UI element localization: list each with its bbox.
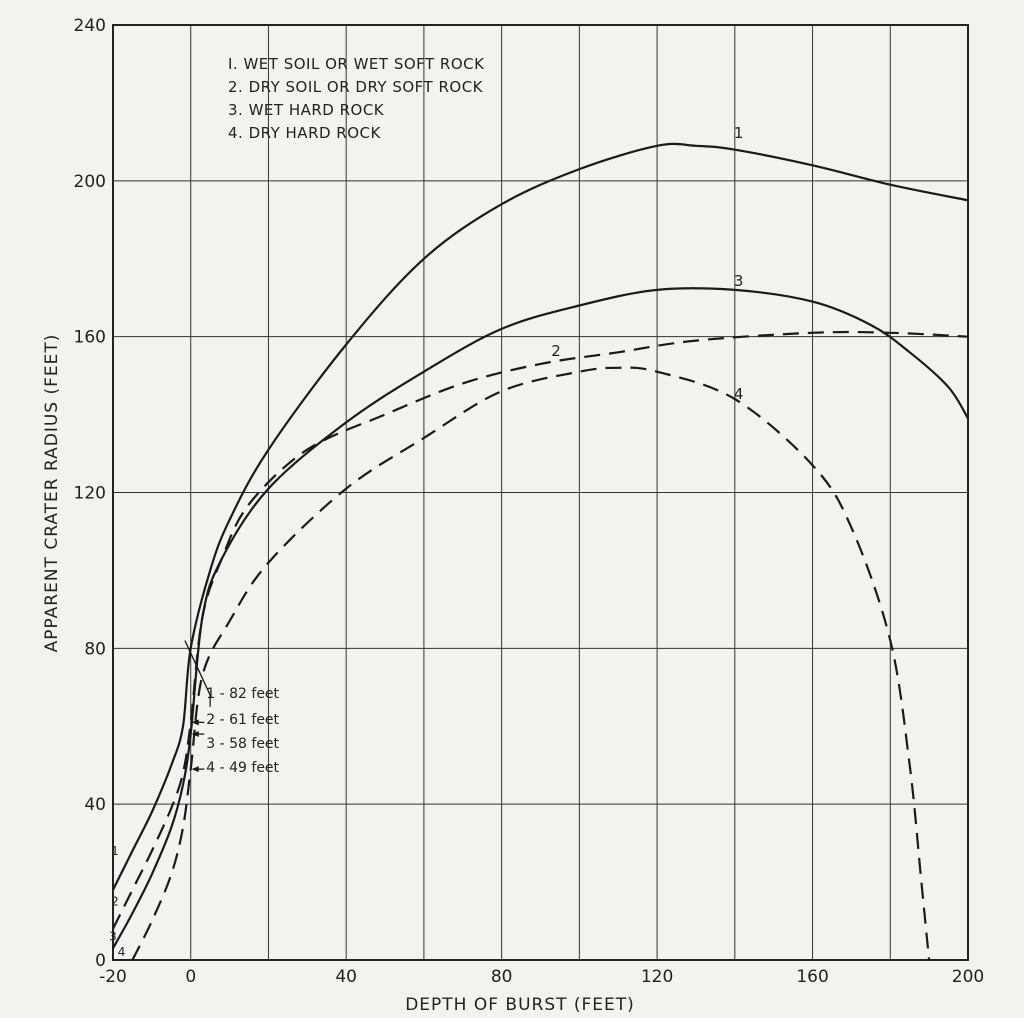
curve-label-3: 3 [734,272,744,290]
x-tick-label: -20 [99,967,127,987]
leader-1 [184,640,211,696]
x-tick-label: 40 [335,967,357,987]
x-tick-label: 80 [491,967,513,987]
grid [113,25,968,960]
legend-entry: 2. DRY SOIL OR DRY SOFT ROCK [228,78,484,96]
y-tick-label: 40 [84,795,106,815]
arrow-head-3 [191,731,199,738]
x-tick-label: 160 [796,967,828,987]
annotation-3: 3 - 58 feet [206,736,279,752]
y-tick-label: 80 [84,639,106,659]
arrow-head-4 [191,766,199,773]
curve-label-4: 4 [734,385,744,403]
x-axis-title: DEPTH OF BURST (FEET) [405,995,635,1015]
curve-start-label-2: 2 [111,894,119,908]
x-tick-label: 0 [185,967,196,987]
legend-entry: 4. DRY HARD ROCK [228,124,382,142]
y-tick-label: 160 [74,328,106,348]
curve-start-label-3: 3 [109,930,117,944]
legend-entry: I. WET SOIL OR WET SOFT ROCK [228,55,485,73]
curve-start-label-4: 4 [118,945,126,959]
arrow-head-2 [191,719,199,726]
legend: I. WET SOIL OR WET SOFT ROCK 2. DRY SOIL … [228,55,485,142]
legend-entry: 3. WET HARD ROCK [228,101,385,119]
curve-3 [112,287,969,949]
y-tick-label: 240 [74,16,106,36]
y-axis-title: APPARENT CRATER RADIUS (FEET) [42,334,62,653]
curve-2 [112,330,969,930]
annotation-4: 4 - 49 feet [206,760,279,776]
annotations: 1 - 82 feet 2 - 61 feet 3 - 58 feet 4 - 49 … [184,640,280,776]
curve-start-label-1: 1 [111,844,119,858]
y-tick-label: 200 [74,172,106,192]
curve-label-2: 2 [551,342,561,360]
curve-4 [131,366,931,961]
annotation-2: 2 - 61 feet [206,712,279,728]
curve-1 [112,142,969,891]
x-tick-label: 200 [952,967,984,987]
y-tick-label: 120 [74,484,106,504]
y-tick-label: 0 [95,951,106,971]
curve-label-1: 1 [734,124,744,142]
annotation-1: 1 - 82 feet [206,686,279,702]
x-tick-label: 120 [641,967,673,987]
